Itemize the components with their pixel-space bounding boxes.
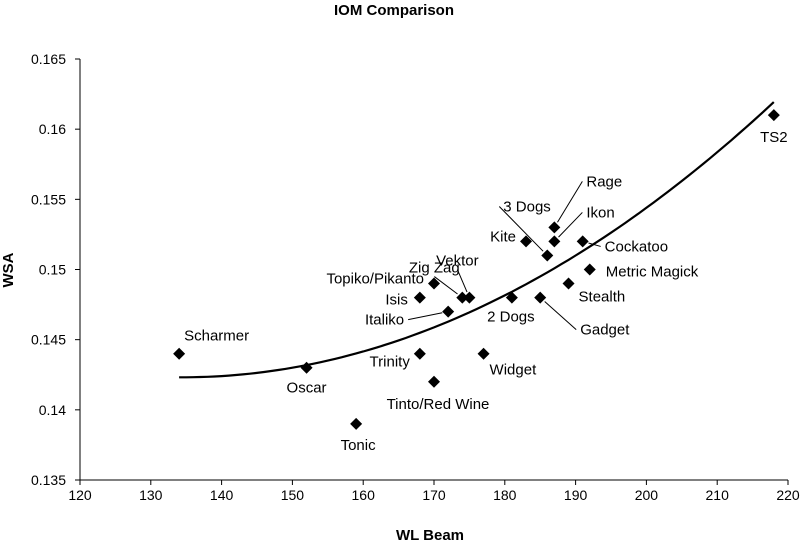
y-tick-label: 0.14 <box>39 402 66 418</box>
point-label: Stealth <box>579 289 626 306</box>
point-label: Scharmer <box>184 328 249 345</box>
x-tick-label: 170 <box>422 487 446 503</box>
data-point-marker <box>562 277 575 290</box>
label-leader-line <box>408 312 443 321</box>
data-point-marker <box>442 305 455 318</box>
trendline-group <box>179 101 775 379</box>
label-leader-line <box>456 269 468 293</box>
point-label: Cockatoo <box>605 238 668 255</box>
point-label: Isis <box>385 292 408 309</box>
x-tick-label: 200 <box>635 487 659 503</box>
point-label: Gadget <box>580 322 630 339</box>
data-point-marker <box>477 347 490 360</box>
y-tick-label: 0.145 <box>31 332 66 348</box>
data-point-marker <box>541 249 554 262</box>
point-label: Oscar <box>287 380 327 397</box>
x-tick-label: 180 <box>493 487 517 503</box>
data-point-marker <box>548 221 561 234</box>
data-point-marker <box>520 235 533 248</box>
point-label: Zig Zag <box>409 260 460 277</box>
data-point-marker <box>576 235 589 248</box>
x-tick-label: 120 <box>68 487 92 503</box>
point-label: 3 Dogs <box>503 198 551 215</box>
x-tick-label: 220 <box>776 487 800 503</box>
x-tick-label: 190 <box>564 487 588 503</box>
axis-ticks: 120 130 140 150 160 170 180 190 200 210 220 0.135 0.… <box>31 51 800 503</box>
point-label: Widget <box>490 362 538 379</box>
point-labels: Scharmer Oscar Tonic Trinity Tinto/Red Wine I… <box>184 129 787 454</box>
x-tick-label: 210 <box>706 487 730 503</box>
point-label: Metric Magick <box>606 264 699 281</box>
data-point-marker <box>534 291 547 304</box>
label-leader-line <box>498 206 544 252</box>
point-label: Ikon <box>586 204 614 221</box>
data-points <box>173 109 780 430</box>
data-point-marker <box>583 263 596 276</box>
point-label: Tonic <box>341 437 377 454</box>
label-leader-line <box>588 242 601 247</box>
point-label: Vektor <box>436 253 479 270</box>
data-point-marker <box>505 291 518 304</box>
data-point-marker <box>456 291 469 304</box>
y-tick-label: 0.165 <box>31 51 66 67</box>
point-label: 2 Dogs <box>487 309 535 326</box>
data-point-marker <box>428 375 440 388</box>
x-axis-title: WL Beam <box>396 527 464 542</box>
point-label: Topiko/Pikanto <box>326 271 424 288</box>
data-point-marker <box>173 347 186 360</box>
point-label: TS2 <box>760 129 788 146</box>
point-label: Italiko <box>365 312 404 329</box>
point-label: Kite <box>490 228 516 245</box>
y-tick-label: 0.155 <box>31 191 66 207</box>
point-label: Tinto/Red Wine <box>387 396 490 413</box>
y-tick-label: 0.16 <box>39 121 66 137</box>
x-tick-label: 130 <box>139 487 163 503</box>
point-label: Rage <box>586 173 622 190</box>
data-point-marker <box>350 417 363 430</box>
data-point-marker <box>767 109 780 122</box>
data-point-marker <box>463 291 476 304</box>
label-leader-line <box>544 301 577 330</box>
x-tick-label: 140 <box>210 487 234 503</box>
y-tick-label: 0.135 <box>31 472 66 488</box>
data-point-marker <box>428 277 440 290</box>
data-point-marker <box>413 347 426 360</box>
trendline <box>179 101 775 379</box>
y-tick-label: 0.15 <box>39 262 66 278</box>
x-tick-label: 150 <box>281 487 305 503</box>
x-tick-label: 160 <box>352 487 376 503</box>
label-leader-line <box>557 181 583 223</box>
label-leader-line <box>558 212 583 238</box>
data-point-marker <box>413 291 426 304</box>
data-point-marker <box>300 361 313 374</box>
y-axis-title: WSA <box>0 252 17 287</box>
point-label: Trinity <box>370 354 411 371</box>
chart-title: IOM Comparison <box>334 2 454 19</box>
label-leader-line <box>434 276 458 295</box>
data-point-marker <box>548 235 561 248</box>
